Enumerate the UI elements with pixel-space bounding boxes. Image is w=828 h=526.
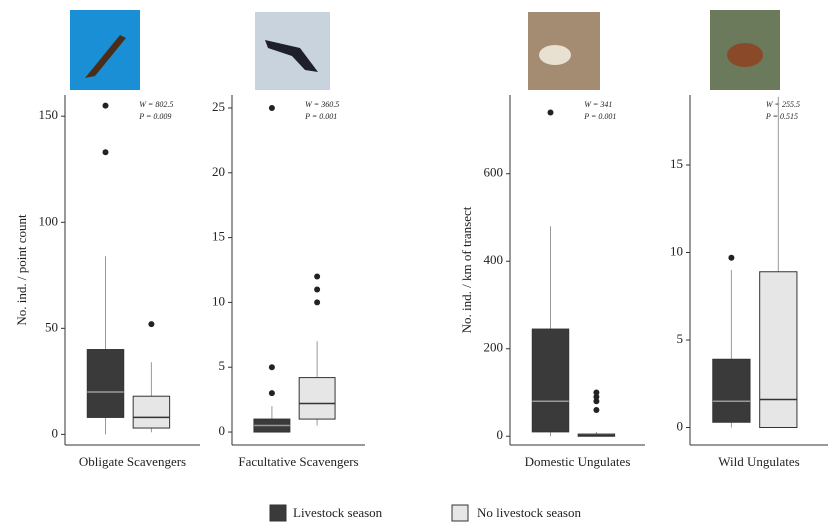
annotation: P = 0.001	[583, 112, 616, 121]
annotation: W = 341	[584, 100, 612, 109]
box	[133, 396, 169, 428]
icon-animal	[539, 45, 571, 65]
y-tick-label: 100	[39, 213, 59, 228]
figure: Livestock season No livestock season 050…	[0, 0, 828, 526]
outlier	[269, 390, 275, 396]
outlier	[593, 390, 599, 396]
outlier	[103, 103, 109, 109]
legend-label: No livestock season	[477, 505, 581, 520]
box	[532, 329, 568, 432]
annotation: W = 802.5	[139, 100, 173, 109]
annotation: P = 0.009	[138, 112, 171, 121]
x-category-label: Wild Ungulates	[718, 454, 799, 469]
y-tick-label: 150	[39, 107, 59, 122]
y-axis-title: No. ind. / km of transect	[459, 206, 474, 333]
outlier	[548, 110, 554, 116]
outlier	[593, 407, 599, 413]
y-axis-title: No. ind. / point count	[14, 214, 29, 326]
icon-animal	[727, 43, 763, 67]
x-category-label: Obligate Scavengers	[79, 454, 186, 469]
legend-swatch	[270, 505, 286, 521]
y-tick-label: 200	[484, 340, 504, 355]
y-tick-label: 0	[677, 418, 684, 433]
y-tick-label: 20	[212, 164, 225, 179]
outlier	[148, 321, 154, 327]
box	[713, 359, 750, 422]
y-tick-label: 0	[52, 425, 59, 440]
x-category-label: Domestic Ungulates	[525, 454, 631, 469]
legend-label: Livestock season	[293, 505, 383, 520]
y-tick-label: 5	[677, 331, 684, 346]
box	[299, 378, 335, 419]
x-category-label: Facultative Scavengers	[238, 454, 358, 469]
box	[87, 350, 123, 418]
outlier	[269, 364, 275, 370]
icon-vulture	[70, 10, 140, 90]
y-tick-label: 400	[484, 252, 504, 267]
outlier	[269, 105, 275, 111]
y-tick-label: 600	[484, 165, 504, 180]
outlier	[103, 149, 109, 155]
legend-swatch	[452, 505, 468, 521]
outlier	[314, 299, 320, 305]
annotation: P = 0.001	[304, 112, 337, 121]
y-tick-label: 25	[212, 99, 225, 114]
y-tick-label: 10	[670, 243, 683, 258]
y-tick-label: 15	[670, 156, 683, 171]
y-tick-label: 0	[219, 423, 226, 438]
y-tick-label: 15	[212, 229, 225, 244]
y-tick-label: 10	[212, 293, 225, 308]
outlier	[728, 255, 734, 261]
y-tick-label: 0	[497, 427, 504, 442]
outlier	[314, 286, 320, 292]
y-tick-label: 50	[45, 319, 58, 334]
outlier	[314, 273, 320, 279]
box	[760, 272, 797, 428]
legend: Livestock season No livestock season	[270, 505, 581, 521]
icons	[70, 10, 780, 90]
y-tick-label: 5	[219, 358, 226, 373]
annotation: W = 360.5	[305, 100, 339, 109]
annotation: W = 255.5	[766, 100, 800, 109]
annotation: P = 0.515	[765, 112, 798, 121]
